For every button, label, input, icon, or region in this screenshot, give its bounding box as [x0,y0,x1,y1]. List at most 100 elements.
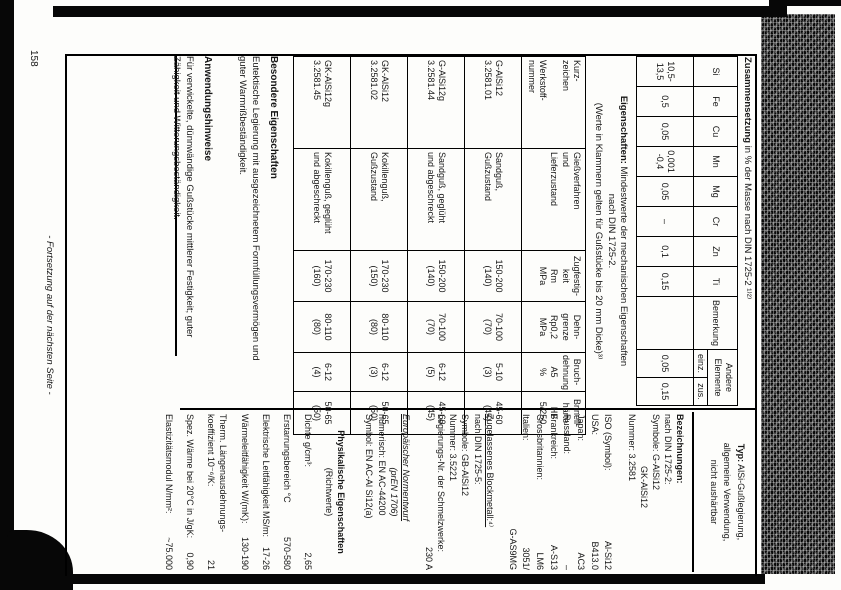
normentwurf-subtitle: (prEN 1706) [388,467,399,517]
list-item: G-AS9MG [507,414,519,570]
mech-r1-rm: 150-200 (140) [464,250,522,302]
value-fe: 0,5 [636,86,694,117]
phys-label: Spez. Wärme bei 20°C in J/gK: [185,414,196,539]
normentwurf-symbol: Symbol: EN AC-Al Si12(a) [364,414,375,519]
list-item: Wärmeleitfähigkeit W/(mK): 130-190 [238,414,250,570]
table-row: GK-AlSi12g 3.2581.45 Kokillenguß, geglüh… [293,56,351,435]
element-header-si: Si [693,56,738,87]
mech-r1-rp: 70-100 (70) [464,301,522,353]
mech-r2-a: 6-12 (5) [407,352,465,392]
phys-label: Erstarrungsbereich °C [281,414,292,503]
list-item: Russland: – [561,414,573,570]
eigenschaften-line1: Mindestwerte der mechanischen Eigenschaf… [617,163,629,367]
country-value: Al-Si12 [603,540,614,570]
mech-r1-kurzzeichen: G-AlSi12 3.2581.01 [464,56,522,149]
country-label: Russland: [562,414,573,455]
blockmetall-leg-value: 230 A [423,546,434,570]
phys-value: 130-190 [239,536,250,570]
value-si: 10,5- 13,5 [636,56,694,87]
list-item: Grossbritannien: LM6 [534,414,546,570]
list-item: USA: B413.0 [589,414,601,570]
blockmetall-leg-label: Legierungs-Nr. der Schmelzwerke: [436,414,447,553]
bezeichnungen-symbol2: GK-AlSi12 [639,466,650,509]
element-header-fe: Fe [693,86,738,117]
element-header-zn: Zn [693,236,738,267]
phys-value: 2,65 [302,552,313,570]
box-rule-bottom [65,54,67,576]
anwendung-line2: Zähigkeit und Witterungsbeständigkeit. [170,56,182,220]
eigenschaften-line3: (Werte in Klammern gelten für Gußstücke … [593,102,605,360]
value-mg: 0,05 [636,176,694,207]
country-label: Italien: [521,414,532,441]
anwendung-title: Anwendungshinweise [201,56,213,162]
bezeichnungen-nummer: Nummer: 3.2581 [626,414,637,482]
value-cu: 0,05 [636,116,694,147]
country-value: AC3 [576,552,587,570]
bezeichnungen-section: Bezeichnungen: nach DIN 1725-2: Symbole:… [626,412,693,572]
physikalische-subtitle: (Richtwerte) [324,467,335,517]
phys-label: Elastizitätsmodul N/mm²: [164,414,174,514]
typ-line2: allgemeine Verwendung, [722,442,733,542]
scan-edge-right-bar [8,574,765,584]
list-item: Spez. Wärme bei 20°C in J/gK: 0,90 [184,414,196,570]
country-value: 3051/ [521,547,532,570]
value-bemerkung [636,296,694,350]
page-number: 158 [28,50,39,67]
mech-r4-a: 6-12 (4) [293,352,351,392]
value-cr: – [636,206,694,237]
typ-line3: nicht aushärtbar [709,459,719,525]
mech-r4-giess: Kokillenguß, geglüht und abgeschreckt [293,148,351,251]
countries-section: ISO (Symbol): Al-Si12 USA: B413.0 Japan: AC… [507,412,622,572]
list-item: Japan: AC3 [575,414,587,570]
blockmetall-section: Zugelassenes Blockmetall:⁴⁾ nach DIN 172… [423,412,502,572]
blockmetall-symbole: Symbole: GB-AlSi12 [460,414,471,497]
phys-label: Elektrische Leitfähigkeit MS/m: [260,414,271,538]
country-label: Grossbritannien: [535,414,546,481]
mech-header-dehngrenze: Dehn- grenze Rp0,2 MPa [521,301,586,353]
country-value: – [562,564,573,570]
phys-label: Wärmeleitfähigkeit W/(mK): [239,414,250,524]
physikalische-title: Physikalische Eigenschaften [336,430,347,554]
mechanical-properties-table: Kurz- zeichen Werkstoff- nummer Gießverf… [293,56,586,435]
besondere-line2: guter Warmrißbeständigkeit. [236,56,248,175]
composition-title-rest: in % der Masse nach DIN 1725-2 ¹⁾²⁾ [742,143,753,300]
besondere-eigenschaften-section: Besondere Eigenschaften Eutektische Legi… [235,56,279,406]
composition-title: Zusammensetzung in % der Masse nach DIN … [741,57,753,406]
phys-label: Dichte g/cm³: [302,414,313,468]
list-item: Dichte g/cm³: 2,65 [302,414,314,570]
typ-box: Typ: AlSi-Gußlegierung, allgemeine Verwe… [692,412,755,572]
list-item: Frankreich: A-S13 [548,414,560,570]
zus-header: zus. [693,377,708,406]
eigenschaften-note: Eigenschaften: Mindestwerte der mechanis… [592,56,629,406]
element-header-cu: Cu [693,116,738,147]
mech-header-bruchdehnung: Bruch- dehnung A5 % [521,352,586,392]
country-value: B413.0 [589,541,600,570]
bemerkung-header: Bemerkung [693,296,738,350]
phys-value: ~75.000 [164,537,174,570]
blockmetall-title: Zugelassenes Blockmetall:⁴⁾ [484,414,495,528]
country-label: Frankreich: [548,414,559,460]
anwendung-line1: Für verwickelte, dünnwändige Gußstücke m… [184,56,196,338]
list-item: Therm. Längenausdehnungs- koeffizient 10… [205,414,229,570]
mech-r1-a: 5-10 (3) [464,352,522,392]
country-value: G-AS9MG [507,528,518,570]
list-item: Erstarrungsbereich °C 570-580 [281,414,293,570]
scan-noise-band [761,14,835,574]
value-mn: 0,001 -0,4 [636,146,694,177]
besondere-line1: Eutektische Legierung mit ausgezeichnete… [250,56,262,361]
composition-table: Si Fe Cu Mn Mg Cr Zn Ti Bemerkung Andere… [636,56,738,406]
element-header-cr: Cr [693,206,738,237]
eigenschaften-label: Eigenschaften: [617,95,629,164]
mech-header-zugfestigkeit: Zugfestig- keit Rm MPa [521,250,586,302]
table-row: G-AlSi12 3.2581.01 Sandguß, Gußzustand 1… [464,56,522,435]
phys-label: Therm. Längenausdehnungs- koeffizient 10… [206,414,229,533]
country-value: A-S13 [548,544,559,570]
anwendungshinweise-section: Anwendungshinweise Für verwickelte, dünn… [169,56,213,406]
mech-r4-rp: 80-110 (80) [293,301,351,353]
value-zn: 0,1 [636,236,694,267]
typ-label: Typ: [736,443,746,463]
phys-value: 21 [206,559,217,570]
scan-edge-bottom-bar [0,0,14,590]
value-zus: 0,15 [636,377,694,406]
blockmetall-din: nach DIN 1725-5: [472,414,483,485]
